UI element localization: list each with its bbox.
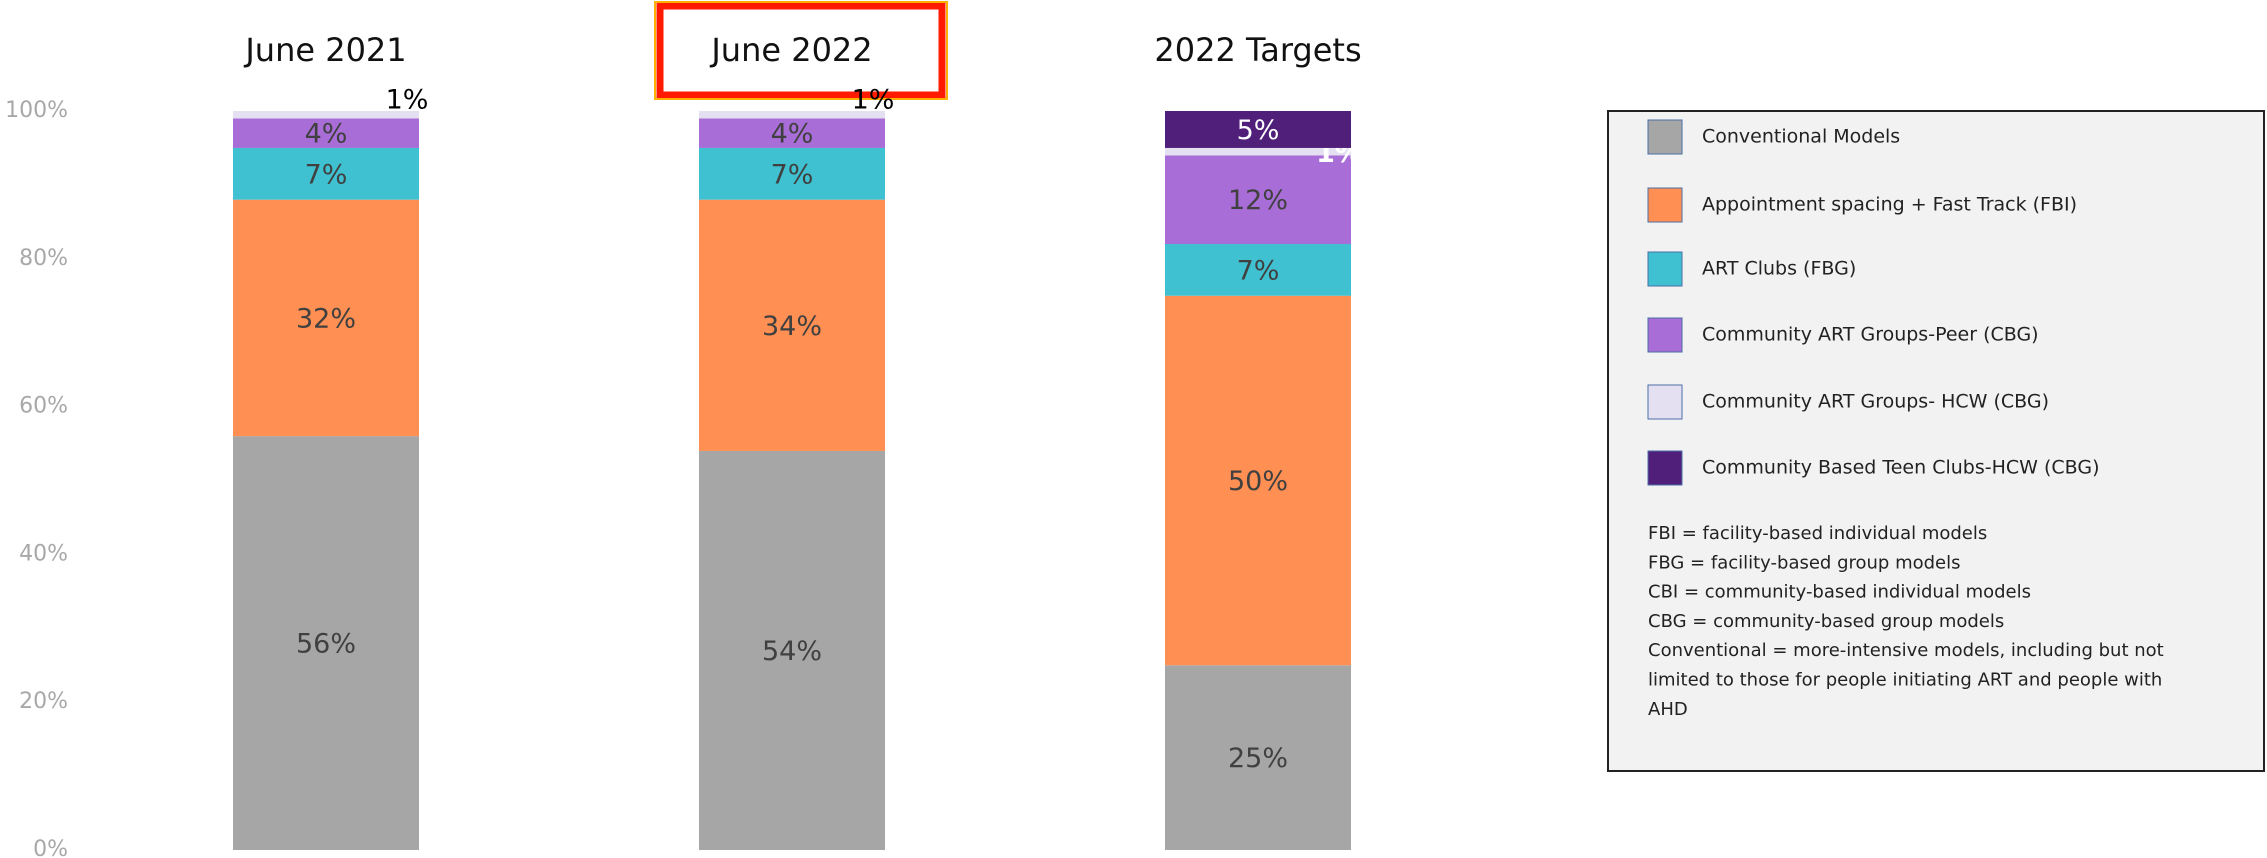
bar-segment xyxy=(1165,155,1351,245)
y-tick-label: 60% xyxy=(19,394,68,419)
data-label: 54% xyxy=(762,636,822,667)
bar-segment xyxy=(233,147,419,200)
data-label: 12% xyxy=(1228,185,1288,216)
data-label: 7% xyxy=(771,159,814,190)
legend-label: ART Clubs (FBG) xyxy=(1702,258,1856,280)
data-label: 50% xyxy=(1228,466,1288,497)
category-label: June 2022 xyxy=(709,31,872,69)
bar-segment xyxy=(233,118,419,148)
highlight-outline xyxy=(654,1,948,100)
data-label: 34% xyxy=(762,311,822,342)
legend-note: CBI = community-based individual models xyxy=(1648,582,2031,603)
category-label: 2022 Targets xyxy=(1154,31,1361,69)
data-label: 32% xyxy=(296,303,356,334)
data-label: 1% xyxy=(852,85,895,116)
bar-segment xyxy=(699,147,885,200)
legend-note: Conventional = more-intensive models, in… xyxy=(1648,640,2164,661)
y-tick-label: 100% xyxy=(5,98,68,123)
data-label: 5% xyxy=(1237,115,1280,146)
category-label: June 2021 xyxy=(243,31,406,69)
legend-swatch xyxy=(1647,251,1683,287)
bar-segment xyxy=(1165,665,1351,850)
data-label: 1% xyxy=(386,85,429,116)
data-label: 4% xyxy=(305,119,348,150)
bar-segment xyxy=(699,450,885,850)
legend-swatch xyxy=(1647,450,1683,486)
highlight-box xyxy=(656,2,946,99)
bar-segment xyxy=(233,111,419,119)
legend-swatch xyxy=(1647,187,1683,223)
legend-box xyxy=(1607,110,2265,772)
legend-label: Conventional Models xyxy=(1702,126,1900,148)
bar-segment xyxy=(699,199,885,451)
bar-segment xyxy=(1165,295,1351,666)
legend-label: Community ART Groups- HCW (CBG) xyxy=(1702,391,2049,413)
y-tick-label: 20% xyxy=(19,689,68,714)
data-label: 56% xyxy=(296,629,356,660)
data-label: 7% xyxy=(305,159,348,190)
bar-segment xyxy=(699,118,885,148)
legend-label: Appointment spacing + Fast Track (FBI) xyxy=(1702,194,2077,216)
legend-swatch xyxy=(1647,119,1683,155)
bar-segment xyxy=(1165,111,1351,148)
bar-segment xyxy=(699,111,885,119)
legend-note: CBG = community-based group models xyxy=(1648,611,2004,632)
legend-note: FBG = facility-based group models xyxy=(1648,552,1961,573)
bar-segment xyxy=(1165,147,1351,156)
legend-note: FBI = facility-based individual models xyxy=(1648,523,1987,544)
y-tick-label: 40% xyxy=(19,541,68,566)
legend-swatch xyxy=(1647,384,1683,420)
data-label: 25% xyxy=(1228,743,1288,774)
bar-segment xyxy=(233,199,419,437)
bar-segment xyxy=(1165,244,1351,296)
data-label: 7% xyxy=(1237,255,1280,286)
legend-label: Community ART Groups-Peer (CBG) xyxy=(1702,324,2039,346)
data-label: 4% xyxy=(771,119,814,150)
legend-note: limited to those for people initiating A… xyxy=(1648,670,2162,691)
y-tick-label: 0% xyxy=(33,837,68,858)
y-tick-label: 80% xyxy=(19,246,68,271)
legend-note: AHD xyxy=(1648,699,1688,720)
legend-label: Community Based Teen Clubs-HCW (CBG) xyxy=(1702,457,2100,479)
bar-segment xyxy=(233,436,419,850)
legend-swatch xyxy=(1647,317,1683,353)
